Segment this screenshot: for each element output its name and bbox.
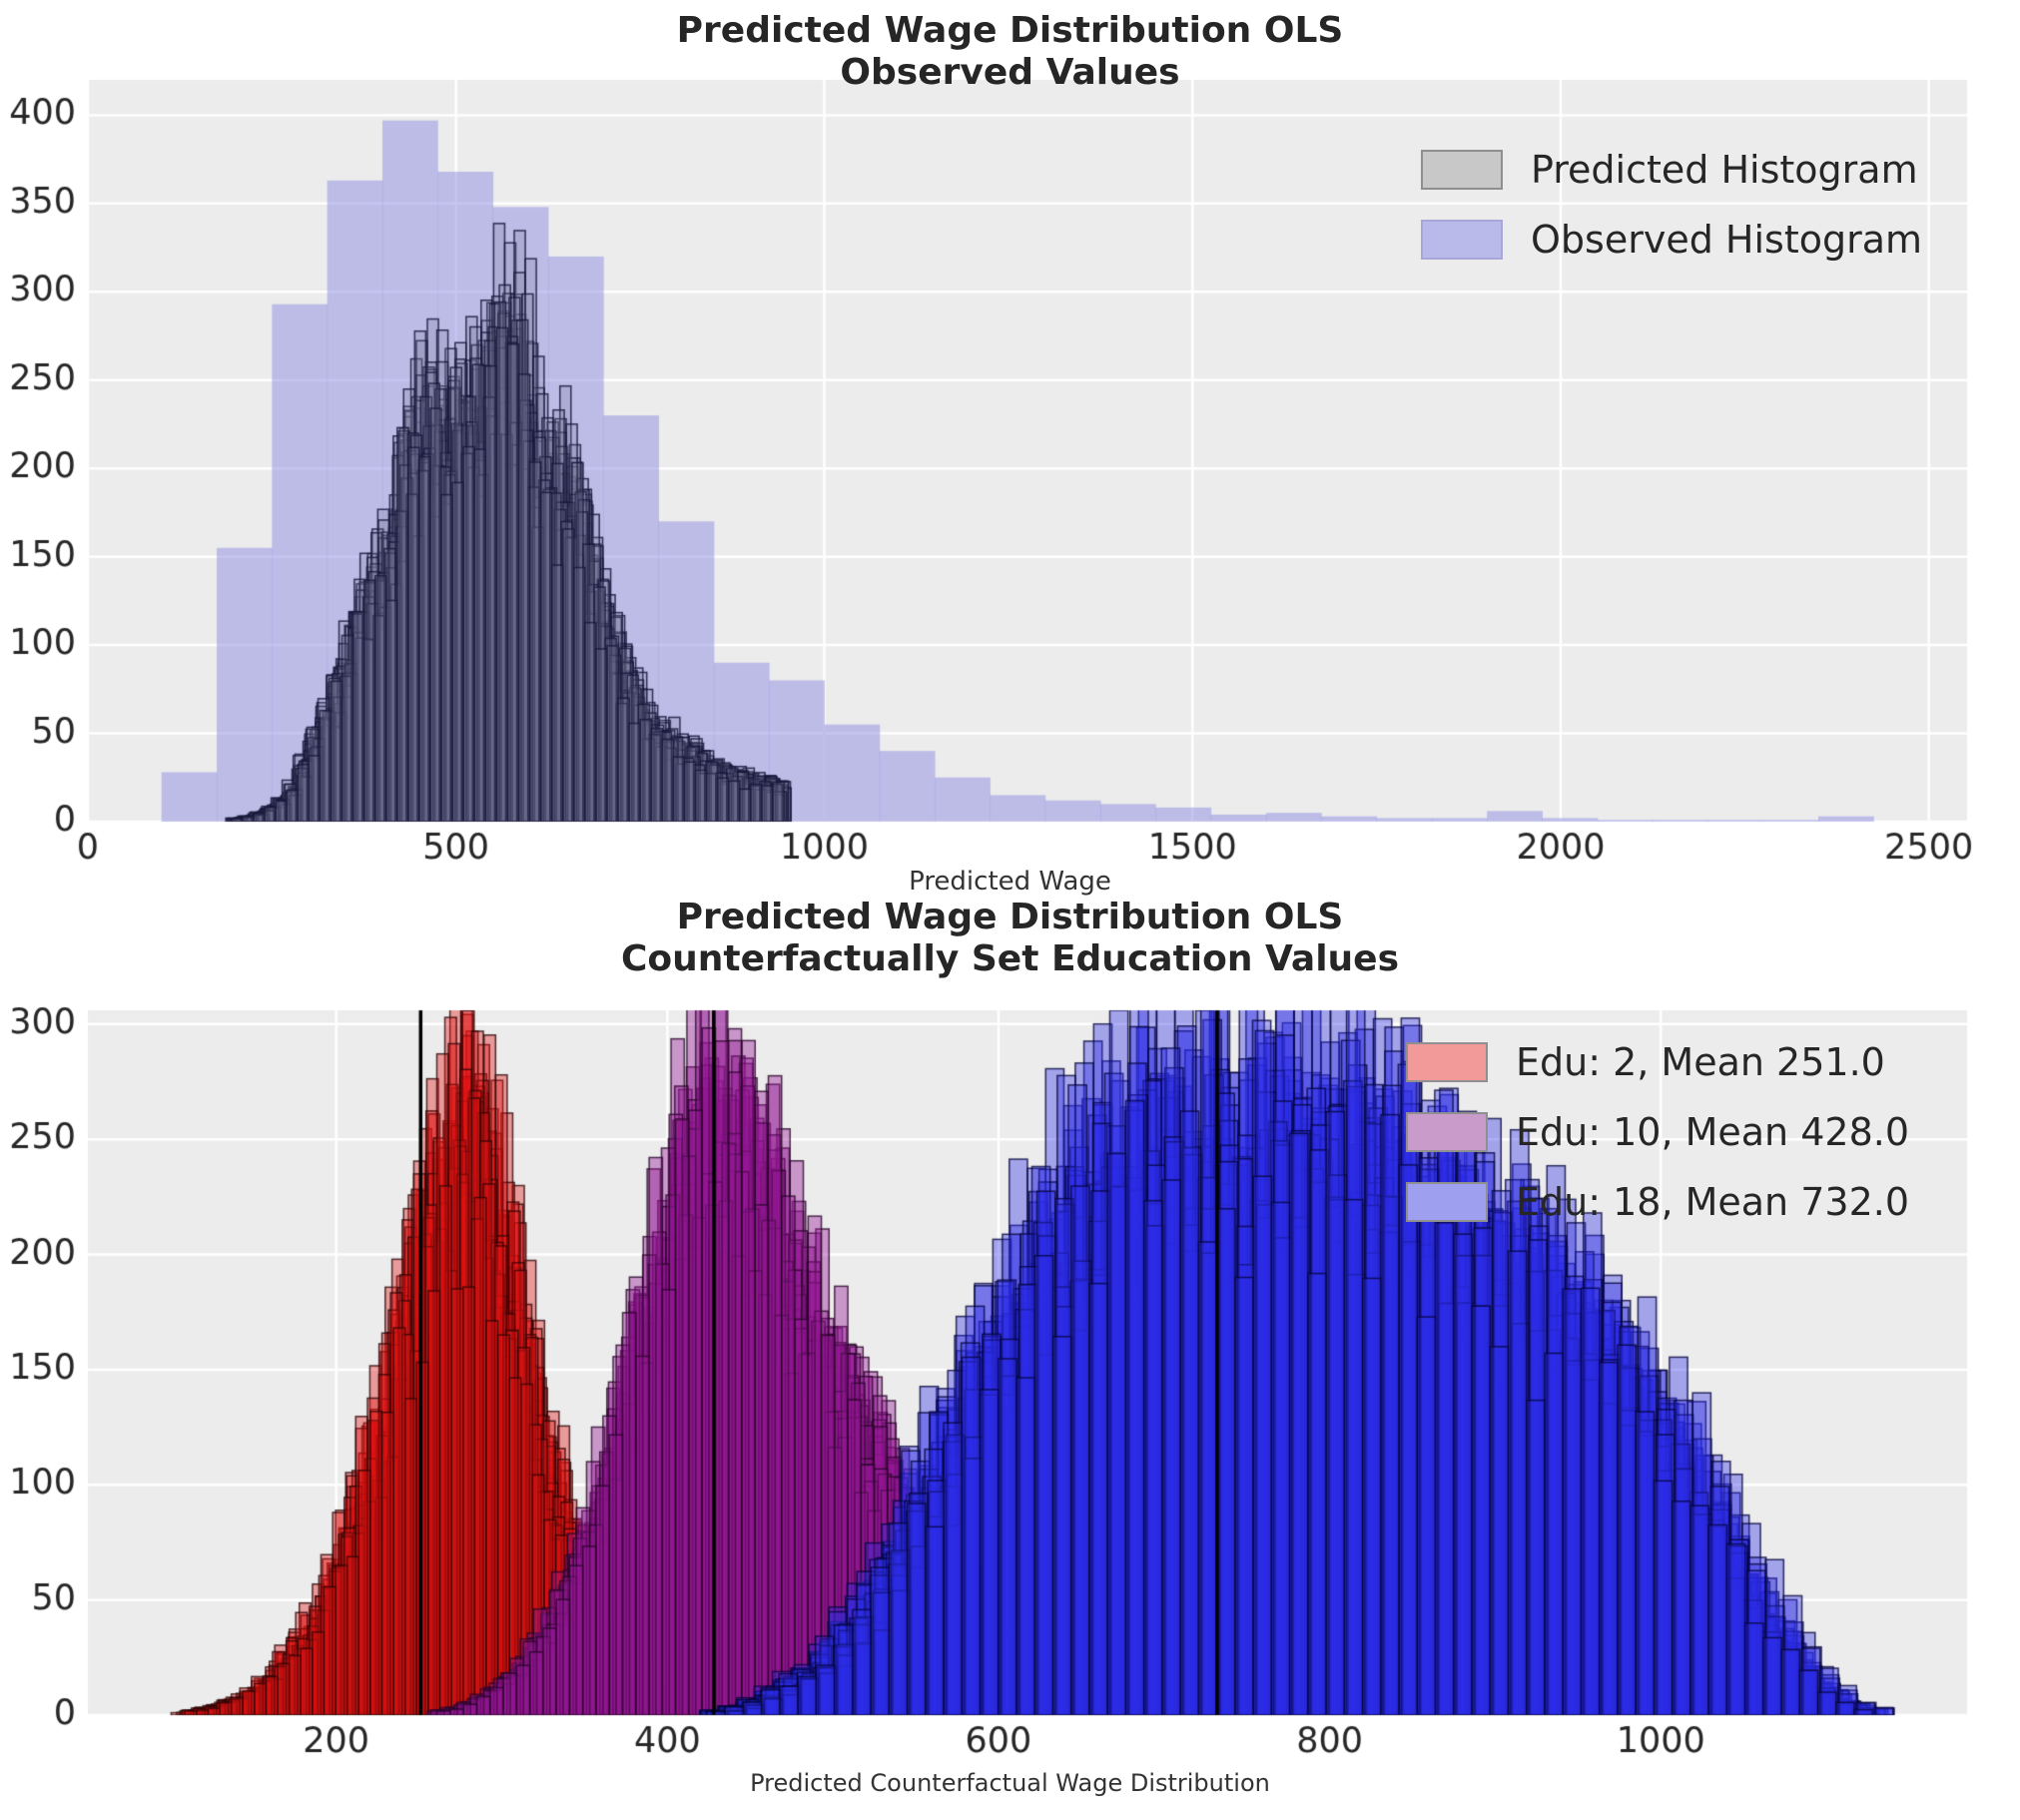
edu-18-swatch — [1406, 1182, 1488, 1222]
legend-row-edu-18: Edu: 18, Mean 732.0 — [1406, 1174, 1909, 1230]
edu-18-label: Edu: 18, Mean 732.0 — [1516, 1180, 1910, 1224]
chart2-legend: Edu: 2, Mean 251.0 Edu: 10, Mean 428.0 E… — [1406, 1034, 1909, 1230]
edu-2-label: Edu: 2, Mean 251.0 — [1516, 1040, 1885, 1084]
chart2-title: Predicted Wage Distribution OLS Counterf… — [0, 897, 2020, 980]
legend-row-observed: Observed Histogram — [1421, 212, 1922, 268]
edu-10-swatch — [1406, 1112, 1488, 1152]
chart2-xlabel: Predicted Counterfactual Wage Distributi… — [750, 1769, 1270, 1797]
predicted-histogram-swatch — [1421, 150, 1503, 190]
chart1-legend: Predicted Histogram Observed Histogram — [1421, 142, 1922, 268]
observed-histogram-swatch — [1421, 220, 1503, 260]
chart1-title-line1: Predicted Wage Distribution OLS — [676, 10, 1344, 51]
legend-row-edu-2: Edu: 2, Mean 251.0 — [1406, 1034, 1909, 1090]
chart2-title-line2: Counterfactually Set Education Values — [620, 938, 1400, 979]
edu-2-swatch — [1406, 1042, 1488, 1082]
predicted-histogram-label: Predicted Histogram — [1531, 148, 1918, 192]
chart1-xlabel: Predicted Wage — [909, 867, 1111, 897]
legend-row-edu-10: Edu: 10, Mean 428.0 — [1406, 1104, 1909, 1160]
chart2-title-line1: Predicted Wage Distribution OLS — [676, 897, 1344, 937]
chart1-title-line2: Observed Values — [840, 52, 1180, 93]
edu-10-label: Edu: 10, Mean 428.0 — [1516, 1110, 1910, 1154]
observed-histogram-label: Observed Histogram — [1531, 218, 1923, 262]
chart1-title: Predicted Wage Distribution OLS Observed… — [0, 10, 2020, 94]
legend-row-predicted: Predicted Histogram — [1421, 142, 1922, 198]
